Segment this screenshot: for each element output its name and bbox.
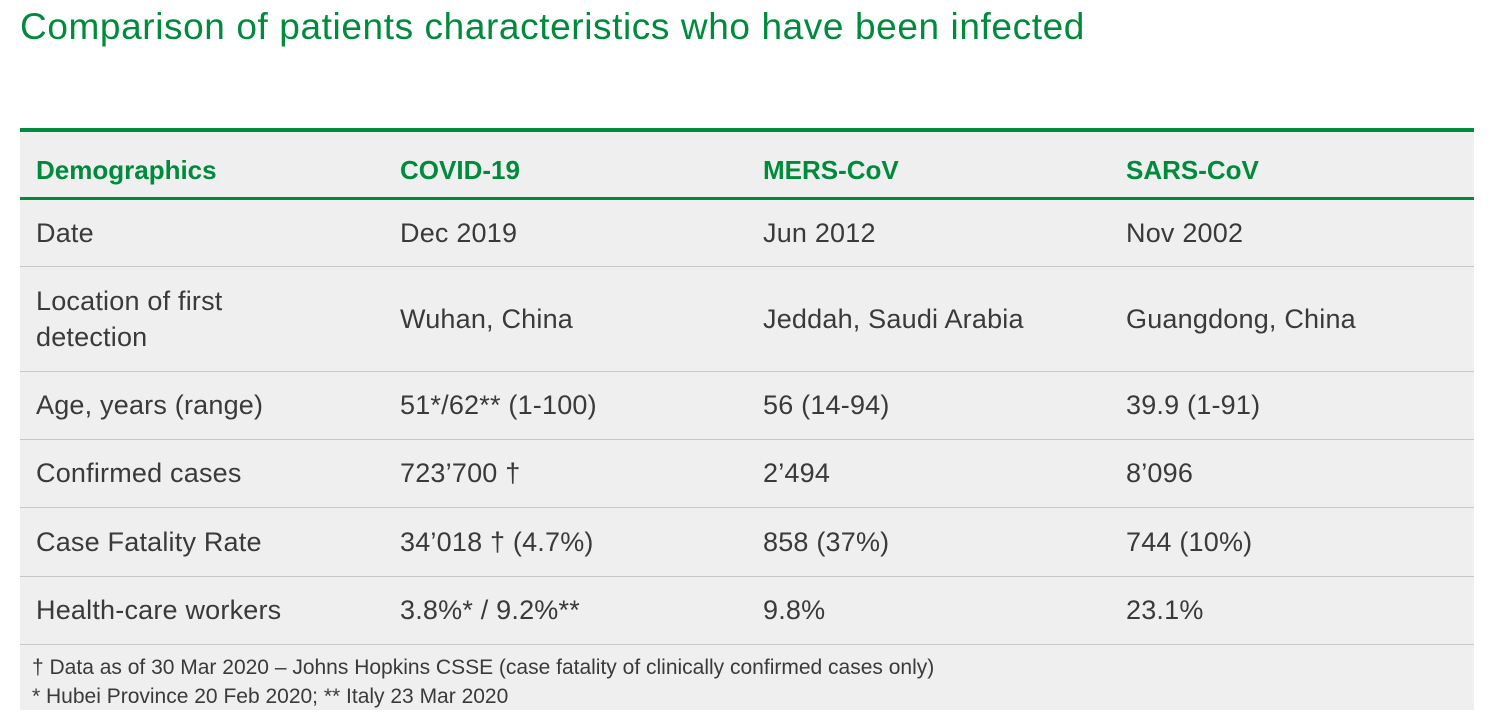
- cell-mers: 858 (37%): [747, 507, 1110, 577]
- page-title: Comparison of patients characteristics w…: [20, 6, 1085, 47]
- cell-covid: 51*/62** (1-100): [384, 371, 747, 440]
- table-header-row: Demographics COVID-19 MERS-CoV SARS-CoV: [20, 132, 1474, 200]
- cell-covid: 34’018 † (4.7%): [384, 507, 747, 577]
- cell-sars: Nov 2002: [1110, 198, 1474, 267]
- table-row-location: Location of first detection Wuhan, China…: [20, 266, 1474, 372]
- cell-mers: Jeddah, Saudi Arabia: [747, 266, 1110, 372]
- header-sars-cov: SARS-CoV: [1110, 132, 1474, 200]
- table-row-health-care-workers: Health-care workers 3.8%* / 9.2%** 9.8% …: [20, 576, 1474, 645]
- cell-covid: Dec 2019: [384, 198, 747, 267]
- comparison-table: Demographics COVID-19 MERS-CoV SARS-CoV …: [20, 128, 1474, 710]
- comparison-table-grid: Demographics COVID-19 MERS-CoV SARS-CoV …: [20, 132, 1474, 645]
- cell-covid: 3.8%* / 9.2%**: [384, 576, 747, 645]
- cell-covid: Wuhan, China: [384, 266, 747, 372]
- row-label: Date: [20, 198, 384, 267]
- table-row-case-fatality-rate: Case Fatality Rate 34’018 † (4.7%) 858 (…: [20, 507, 1474, 577]
- cell-sars: Guangdong, China: [1110, 266, 1474, 372]
- cell-mers: 56 (14-94): [747, 371, 1110, 440]
- table-row-age: Age, years (range) 51*/62** (1-100) 56 (…: [20, 371, 1474, 440]
- cell-covid: 723’700 †: [384, 439, 747, 508]
- table-row-date: Date Dec 2019 Jun 2012 Nov 2002: [20, 198, 1474, 267]
- cell-mers: 9.8%: [747, 576, 1110, 645]
- table-row-confirmed-cases: Confirmed cases 723’700 † 2’494 8’096: [20, 439, 1474, 508]
- row-label: Confirmed cases: [20, 439, 384, 508]
- row-label: Health-care workers: [20, 576, 384, 645]
- row-label: Case Fatality Rate: [20, 507, 384, 577]
- cell-sars: 39.9 (1-91): [1110, 371, 1474, 440]
- footnote-data-source: † Data as of 30 Mar 2020 – Johns Hopkins…: [32, 655, 935, 679]
- header-mers-cov: MERS-CoV: [747, 132, 1110, 200]
- cell-sars: 23.1%: [1110, 576, 1474, 645]
- footnote-regions: * Hubei Province 20 Feb 2020; ** Italy 2…: [32, 684, 509, 708]
- cell-sars: 8’096: [1110, 439, 1474, 508]
- cell-mers: Jun 2012: [747, 198, 1110, 267]
- cell-sars: 744 (10%): [1110, 507, 1474, 577]
- cell-mers: 2’494: [747, 439, 1110, 508]
- header-covid-19: COVID-19: [384, 132, 747, 200]
- row-label: Age, years (range): [20, 371, 384, 440]
- footnotes: † Data as of 30 Mar 2020 – Johns Hopkins…: [20, 645, 1474, 711]
- header-demographics: Demographics: [20, 132, 384, 200]
- row-label: Location of first detection: [20, 266, 384, 372]
